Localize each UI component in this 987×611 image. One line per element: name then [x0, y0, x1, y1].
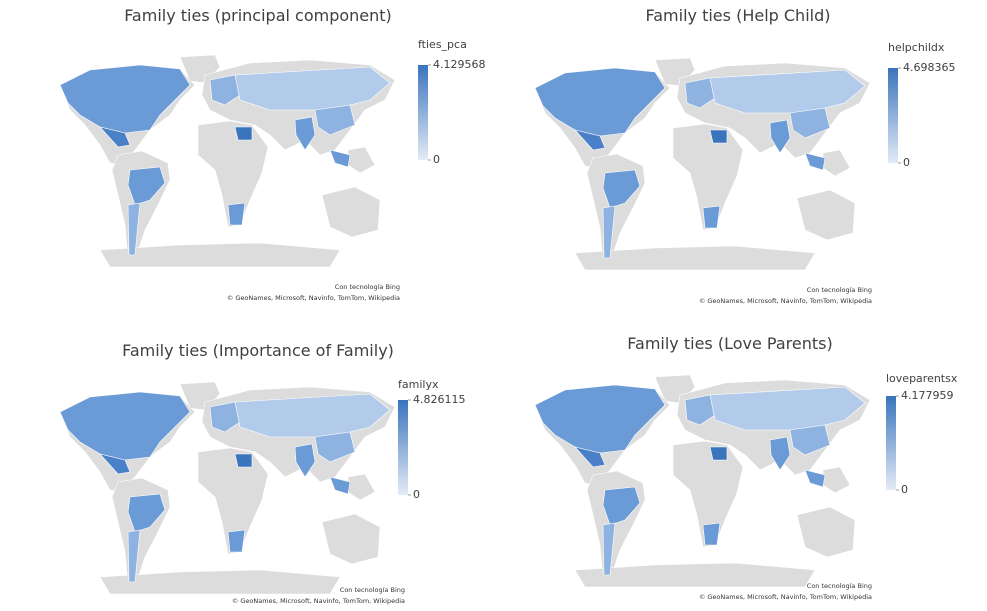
attribution: © GeoNames, Microsoft, Navinfo, TomTom, … [699, 593, 872, 601]
map-title: Family ties (Importance of Family) [122, 341, 394, 360]
legend-label: 4.826115 [413, 393, 466, 406]
world-map [534, 375, 871, 588]
attribution: © GeoNames, Microsoft, Navinfo, TomTom, … [232, 597, 405, 605]
attribution: Con tecnología Bing [340, 586, 405, 594]
legend-label: 4.177959 [901, 389, 954, 402]
legend-title: helpchildx [888, 41, 945, 54]
world-map [59, 382, 396, 595]
map-title: Family ties (Help Child) [646, 6, 831, 25]
map-panel: Family ties (Importance of Family) family… [59, 341, 466, 605]
legend-label: 4.698365 [903, 61, 956, 74]
world-map [59, 55, 396, 268]
attribution: Con tecnología Bing [335, 283, 400, 291]
map-title: Family ties (principal component) [124, 6, 392, 25]
map-panel: Family ties (Love Parents) loveparentsx 4.… [534, 334, 958, 601]
attribution: Con tecnología Bing [807, 286, 872, 294]
legend-label: 0 [903, 156, 910, 169]
legend-bar [888, 68, 898, 163]
map-title: Family ties (Love Parents) [627, 334, 832, 353]
legend-bar [886, 396, 896, 490]
attribution: © GeoNames, Microsoft, Navinfo, TomTom, … [699, 297, 872, 305]
map-panel: Family ties (principal component) fties_p… [59, 6, 486, 302]
legend-bar [398, 400, 408, 495]
legend-label: 0 [413, 488, 420, 501]
attribution: Con tecnología Bing [807, 582, 872, 590]
legend-label: 4.129568 [433, 58, 486, 71]
legend-label: 0 [433, 153, 440, 166]
world-map [534, 58, 871, 271]
legend-title: fties_pca [418, 38, 467, 51]
legend-title: familyx [398, 378, 439, 391]
attribution: © GeoNames, Microsoft, Navinfo, TomTom, … [227, 294, 400, 302]
legend-label: 0 [901, 483, 908, 496]
legend-title: loveparentsx [886, 372, 958, 385]
map-panel: Family ties (Help Child) helpchildx 4.6983… [534, 6, 956, 305]
legend-bar [418, 65, 428, 160]
